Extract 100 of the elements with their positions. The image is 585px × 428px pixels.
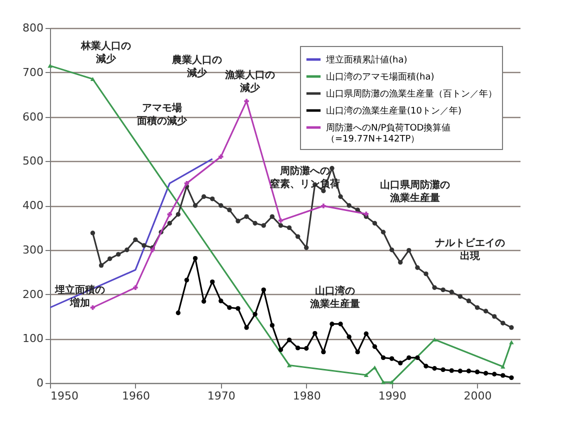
point xyxy=(364,212,369,216)
point xyxy=(372,220,378,226)
point xyxy=(415,265,420,270)
point xyxy=(261,223,266,228)
point xyxy=(389,380,394,384)
legend-label: 山口湾のアマモ場面積(ha) xyxy=(326,72,434,82)
y-tick-label: 400 xyxy=(22,199,44,212)
point xyxy=(278,223,284,228)
point xyxy=(500,364,506,369)
y-tick-label: 0 xyxy=(36,376,44,390)
y-tick-label: 300 xyxy=(22,243,44,256)
point xyxy=(184,180,190,186)
legend-label: 山口湾の漁業生産量(10トン／年) xyxy=(326,106,462,116)
point xyxy=(176,212,181,217)
annotation: 林業人口の減少 xyxy=(80,40,131,65)
point xyxy=(432,337,437,342)
y-tick-label: 200 xyxy=(22,288,44,301)
point xyxy=(509,325,514,330)
point xyxy=(449,290,454,294)
point xyxy=(440,287,446,292)
point xyxy=(270,322,275,328)
point xyxy=(458,294,463,299)
point xyxy=(210,279,215,284)
point xyxy=(492,314,497,319)
point xyxy=(364,331,369,336)
point xyxy=(218,203,224,208)
point xyxy=(227,305,232,310)
point xyxy=(286,225,292,230)
x-tick-label: 1990 xyxy=(378,390,406,402)
point xyxy=(142,243,146,248)
point xyxy=(192,256,198,261)
point xyxy=(406,355,412,360)
x-tick-label: 2000 xyxy=(464,390,492,402)
point xyxy=(184,278,190,282)
point xyxy=(500,373,506,378)
point xyxy=(346,334,352,340)
point xyxy=(424,271,428,276)
point xyxy=(483,308,488,314)
point xyxy=(492,372,497,376)
point xyxy=(201,299,206,304)
y-tick-label: 800 xyxy=(22,22,44,34)
annotation: 漁業人口の減少 xyxy=(224,69,275,94)
point xyxy=(364,372,369,378)
point xyxy=(227,208,232,212)
point xyxy=(458,368,463,374)
annotation: ナルトビエイの出現 xyxy=(435,237,505,262)
y-tick-label: 700 xyxy=(22,66,44,79)
legend-label: 埋立面積累計値(ha) xyxy=(325,54,408,66)
point xyxy=(244,325,249,330)
point xyxy=(380,355,386,360)
point xyxy=(415,355,420,360)
point xyxy=(90,230,96,236)
point xyxy=(218,154,224,160)
point xyxy=(398,360,403,366)
point xyxy=(312,330,318,336)
annotation: 山口県周防灘の漁業生産量 xyxy=(380,179,450,204)
point xyxy=(500,320,506,326)
point xyxy=(192,203,198,208)
y-tick-label: 100 xyxy=(22,332,44,346)
point xyxy=(338,194,343,199)
point xyxy=(509,375,514,380)
point xyxy=(321,204,326,208)
point xyxy=(244,214,249,219)
annotation: アマモ場面積の減少 xyxy=(136,102,188,127)
point xyxy=(346,203,352,208)
point xyxy=(218,298,224,304)
point xyxy=(474,370,480,374)
point xyxy=(304,346,309,351)
point xyxy=(150,248,155,252)
point xyxy=(372,344,378,349)
point xyxy=(133,285,138,290)
point xyxy=(321,350,326,354)
point xyxy=(270,214,275,219)
point xyxy=(466,368,472,374)
point xyxy=(124,248,130,252)
point xyxy=(432,366,437,371)
point xyxy=(330,322,334,326)
y-tick-label: 500 xyxy=(22,154,44,168)
point xyxy=(252,312,258,317)
point xyxy=(244,98,249,104)
point xyxy=(449,368,454,373)
point xyxy=(398,260,403,265)
point xyxy=(466,298,472,304)
x-tick-label: 1970 xyxy=(207,390,236,402)
point xyxy=(167,220,172,226)
point xyxy=(355,350,360,354)
point xyxy=(389,356,394,361)
point xyxy=(380,380,386,384)
point xyxy=(278,218,284,223)
point xyxy=(176,310,181,316)
point xyxy=(295,234,300,239)
point xyxy=(424,364,428,368)
point xyxy=(389,248,394,252)
point xyxy=(90,77,96,82)
point xyxy=(330,166,334,171)
point xyxy=(338,322,343,326)
point xyxy=(278,347,284,352)
point xyxy=(252,220,258,226)
point xyxy=(133,237,138,242)
point xyxy=(236,306,240,311)
